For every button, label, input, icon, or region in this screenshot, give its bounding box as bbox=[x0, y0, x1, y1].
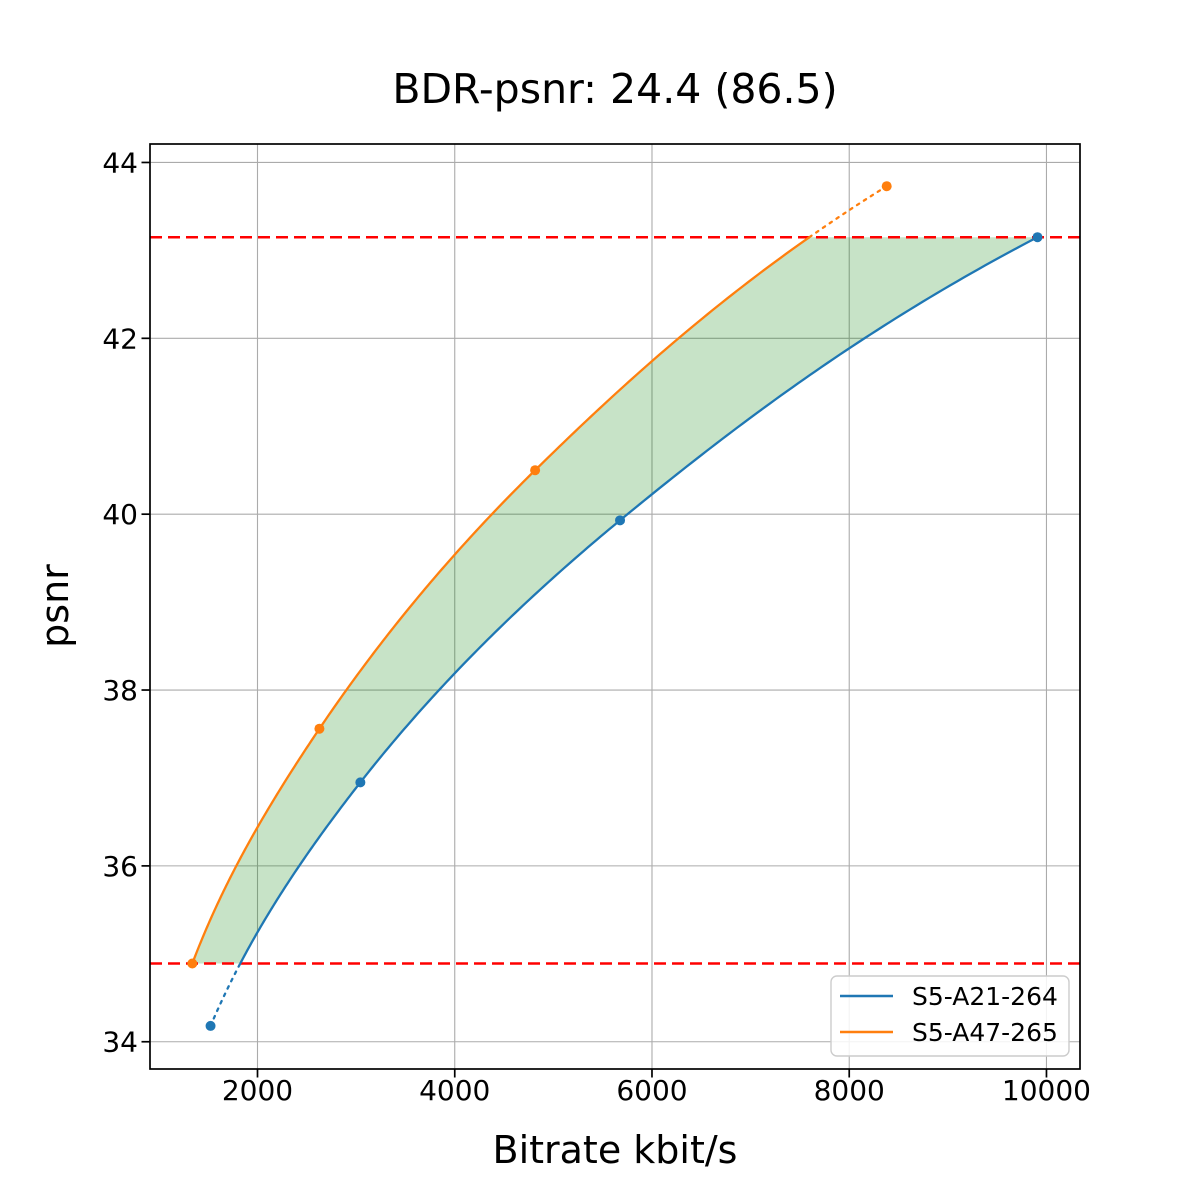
y-axis-label: psnr bbox=[33, 564, 77, 648]
legend-label-s5-a21-264: S5-A21-264 bbox=[912, 982, 1058, 1011]
y-tick-label: 42 bbox=[102, 322, 138, 355]
plot-border bbox=[149, 143, 1081, 1070]
integration-bound-lines bbox=[150, 235, 1080, 965]
marker-S5-A21-264 bbox=[355, 777, 366, 788]
marker-S5-A21-264 bbox=[205, 1020, 216, 1031]
bd-shaded-area bbox=[192, 237, 1038, 964]
x-tick-label: 2000 bbox=[222, 1074, 293, 1107]
y-tick-label: 38 bbox=[102, 674, 138, 707]
grid-layer bbox=[150, 144, 1080, 1069]
marker-S5-A47-265 bbox=[881, 181, 892, 192]
y-tick-label: 34 bbox=[102, 1026, 138, 1059]
marker-S5-A21-264 bbox=[615, 515, 626, 526]
bd-fill-region bbox=[192, 237, 1038, 964]
curve-dotted-S5-A21-264 bbox=[209, 962, 242, 1028]
curve-dotted-S5-A47-265 bbox=[808, 185, 888, 239]
axis-ticks bbox=[141, 161, 1048, 1078]
marker-S5-A47-265 bbox=[187, 958, 198, 969]
y-tick-label: 36 bbox=[102, 850, 138, 883]
chart-title: BDR-psnr: 24.4 (86.5) bbox=[392, 65, 837, 113]
x-axis-label: Bitrate kbit/s bbox=[493, 1128, 738, 1172]
marker-S5-A21-264 bbox=[1032, 232, 1043, 243]
data-point-markers bbox=[187, 181, 1043, 1031]
x-tick-label: 8000 bbox=[814, 1074, 885, 1107]
legend-label-s5-a47-265: S5-A47-265 bbox=[912, 1018, 1058, 1047]
marker-S5-A47-265 bbox=[530, 465, 541, 476]
curve-solid-S5-A21-264 bbox=[239, 236, 1039, 965]
axis-tick-labels: 2000 4000 6000 8000 10000 34 36 38 40 42 44 bbox=[102, 146, 1091, 1107]
x-tick-label: 6000 bbox=[616, 1074, 687, 1107]
y-tick-label: 40 bbox=[102, 498, 138, 531]
series-curves bbox=[191, 185, 1039, 1028]
legend: S5-A21-264 S5-A47-265 bbox=[830, 975, 1070, 1057]
y-tick-label: 44 bbox=[102, 146, 138, 179]
x-tick-label: 4000 bbox=[419, 1074, 490, 1107]
marker-S5-A47-265 bbox=[314, 723, 325, 734]
curve-solid-S5-A47-265 bbox=[191, 236, 811, 964]
x-tick-label: 10000 bbox=[1002, 1074, 1091, 1107]
